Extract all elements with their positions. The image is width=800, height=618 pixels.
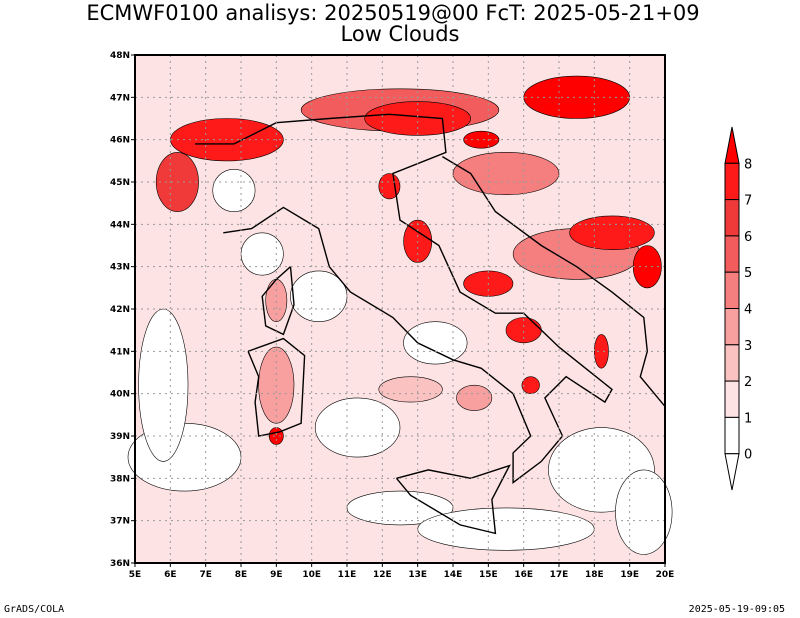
lat-tick-label: 39N — [110, 432, 130, 442]
lon-tick-label: 20E — [656, 570, 675, 580]
colorbar-label: 6 — [744, 230, 752, 245]
lat-tick-label: 41N — [110, 347, 130, 357]
lon-tick-label: 12E — [373, 570, 392, 580]
coastline-path — [195, 113, 613, 485]
title-line-2: Low Clouds — [341, 22, 460, 46]
colorbar-label: 3 — [744, 339, 752, 354]
lon-tick-label: 16E — [514, 570, 533, 580]
lat-tick-label: 38N — [110, 474, 130, 484]
colorbar-box — [724, 162, 740, 201]
cloud-blob — [615, 469, 673, 555]
colorbar-min-arrow — [724, 453, 740, 491]
colorbar-box — [724, 271, 740, 310]
cloud-blob — [364, 101, 472, 136]
colorbar-label: 4 — [744, 303, 752, 318]
lon-tick-label: 8E — [235, 570, 247, 580]
colorbar-label: 2 — [744, 375, 752, 390]
lat-tick-label: 40N — [110, 390, 130, 400]
lat-tick-label: 47N — [110, 93, 130, 103]
lat-tick-label: 37N — [110, 517, 130, 527]
lat-tick-label: 43N — [110, 263, 130, 273]
colorbar-label: 1 — [744, 411, 752, 426]
lat-tick-label: 42N — [110, 305, 130, 315]
cloud-blob — [346, 490, 454, 526]
lon-tick-label: 18E — [585, 570, 604, 580]
lon-tick-label: 15E — [479, 570, 498, 580]
cloud-blob — [378, 376, 443, 403]
lon-tick-label: 17E — [550, 570, 569, 580]
colorbar-box — [724, 235, 740, 273]
colorbar-max-arrow — [724, 126, 740, 164]
cloud-blob — [403, 321, 468, 365]
cloud-blob — [268, 427, 284, 445]
longitude-tick-labels: 5E 6E 7E 8E 9E 10E 11E 12E 13E 14E 15E 16E 17E 18E 19E… — [129, 563, 675, 580]
cloud-blob — [569, 215, 655, 251]
lon-tick-label: 10E — [302, 570, 321, 580]
lon-tick-label: 7E — [199, 570, 211, 580]
colorbar-box — [724, 416, 740, 455]
footer-left: GrADS/COLA — [4, 604, 64, 615]
coastline-path — [395, 464, 511, 535]
cloud-blob — [314, 397, 401, 458]
cloud-blob — [212, 169, 256, 213]
colorbar-label: 0 — [744, 448, 752, 463]
lon-tick-label: 5E — [129, 570, 141, 580]
colorbar-label: 8 — [744, 157, 752, 172]
coastlines — [195, 113, 666, 535]
colorbar-box — [724, 380, 740, 418]
coastline-path — [261, 266, 295, 336]
cloud-blob — [265, 278, 288, 322]
cloud-blob — [463, 130, 500, 149]
lon-tick-label: 11E — [338, 570, 357, 580]
lon-tick-label: 6E — [164, 570, 176, 580]
lat-lon-grid — [135, 55, 665, 563]
cloud-blob — [138, 308, 189, 462]
cloud-blob — [505, 317, 542, 344]
colorbar-box — [724, 199, 740, 237]
colorbar-box — [724, 344, 740, 382]
cloud-blob — [452, 152, 560, 196]
lat-tick-label: 44N — [110, 220, 130, 230]
cloud-blob — [378, 173, 401, 200]
lat-tick-label: 45N — [110, 178, 130, 188]
cloud-blob — [240, 232, 284, 276]
coastline-path — [442, 155, 666, 407]
lon-tick-label: 13E — [408, 570, 427, 580]
lat-tick-label: 46N — [110, 136, 130, 146]
colorbar-box — [724, 308, 740, 346]
coastline-path — [247, 337, 306, 437]
colorbar: 0 1 2 3 4 5 6 7 8 — [724, 126, 752, 491]
title-line-1: ECMWF0100 analisys: 20250519@00 FcT: 202… — [86, 1, 699, 25]
cloud-blob — [521, 376, 540, 395]
lat-tick-label: 36N — [110, 559, 130, 569]
lon-tick-label: 19E — [620, 570, 639, 580]
lat-tick-label: 48N — [110, 51, 130, 61]
cloud-blob — [417, 507, 595, 551]
map-area: 5E 6E 7E 8E 9E 10E 11E 12E 13E 14E 15E 16E 17E 18E 19E… — [110, 51, 674, 580]
colorbar-label: 5 — [744, 266, 752, 281]
cloud-blob — [456, 384, 493, 411]
lon-tick-label: 14E — [444, 570, 463, 580]
latitude-tick-labels: 36N 37N 38N 39N 40N 41N 42N 43N 44N 45N 46N 47N 48N — [110, 51, 135, 569]
colorbar-label: 7 — [744, 194, 752, 209]
lon-tick-label: 9E — [270, 570, 282, 580]
cloud-blob — [523, 75, 631, 119]
footer-right: 2025-05-19-09:05 — [689, 604, 785, 615]
cloud-blob — [594, 334, 609, 369]
